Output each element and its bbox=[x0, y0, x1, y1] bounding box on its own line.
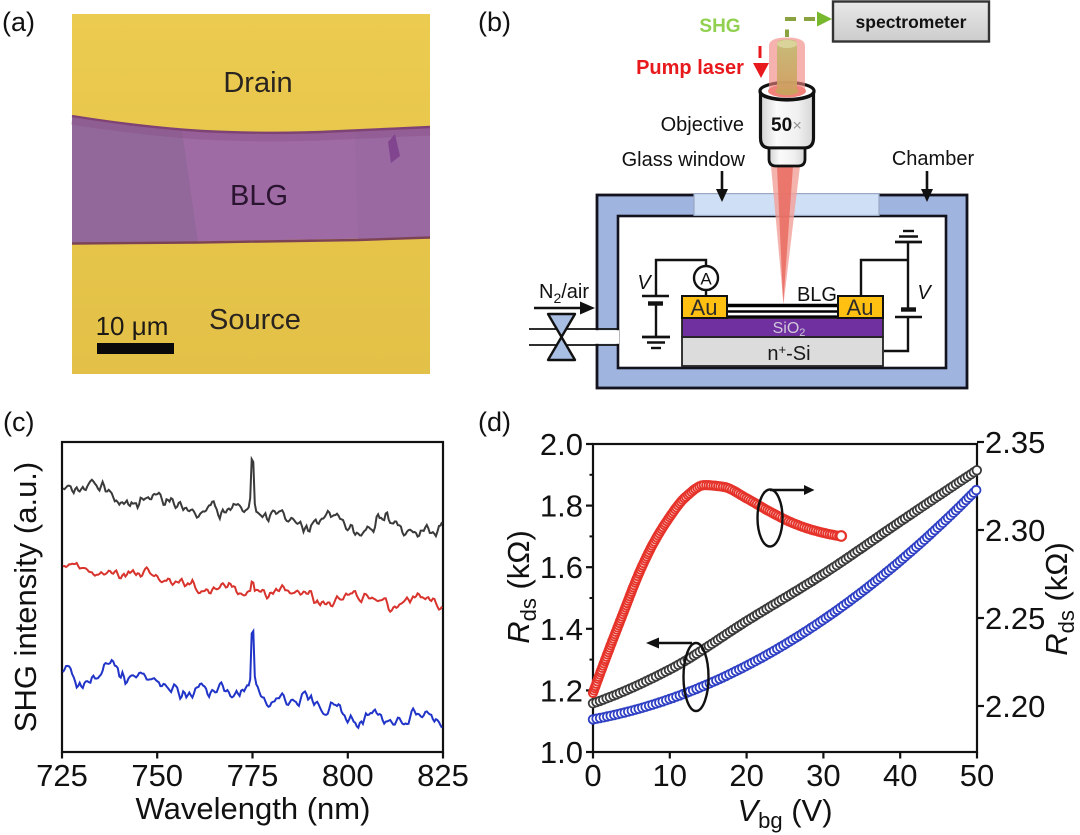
svg-text:(a): (a) bbox=[2, 7, 35, 37]
svg-text:2.20: 2.20 bbox=[985, 689, 1045, 724]
svg-text:Glass window: Glass window bbox=[622, 149, 746, 171]
svg-text:spectrometer: spectrometer bbox=[856, 12, 967, 32]
svg-text:Au: Au bbox=[691, 295, 718, 320]
svg-text:Wavelength (nm): Wavelength (nm) bbox=[136, 791, 371, 826]
svg-text:10: 10 bbox=[653, 758, 687, 793]
svg-text:(c): (c) bbox=[3, 407, 34, 437]
svg-text:2.0: 2.0 bbox=[540, 427, 583, 462]
svg-text:1.4: 1.4 bbox=[540, 612, 583, 647]
svg-text:V: V bbox=[637, 272, 652, 294]
svg-text:1.0: 1.0 bbox=[540, 735, 583, 770]
svg-text:50: 50 bbox=[960, 758, 994, 793]
svg-text:1.6: 1.6 bbox=[540, 550, 583, 585]
svg-text:10 μm: 10 μm bbox=[96, 311, 169, 341]
svg-text:(b): (b) bbox=[478, 7, 511, 37]
svg-text:SHG intensity (a.u.): SHG intensity (a.u.) bbox=[8, 462, 43, 732]
svg-text:0: 0 bbox=[584, 758, 601, 793]
svg-text:Chamber: Chamber bbox=[892, 148, 975, 170]
svg-text:1.2: 1.2 bbox=[540, 673, 583, 708]
svg-text:n+-Si: n+-Si bbox=[767, 342, 810, 365]
svg-text:2.30: 2.30 bbox=[985, 513, 1045, 548]
svg-text:N2/air: N2/air bbox=[539, 281, 589, 306]
svg-text:750: 750 bbox=[131, 758, 183, 793]
svg-text:1.8: 1.8 bbox=[540, 489, 583, 524]
svg-text:SiO2: SiO2 bbox=[773, 320, 806, 339]
svg-text:SHG: SHG bbox=[699, 16, 740, 37]
svg-text:Source: Source bbox=[209, 304, 301, 336]
svg-text:2.35: 2.35 bbox=[985, 425, 1045, 460]
svg-text:Au: Au bbox=[847, 295, 874, 320]
svg-text:(d): (d) bbox=[478, 407, 511, 437]
svg-text:Rds (kΩ): Rds (kΩ) bbox=[501, 530, 541, 644]
svg-text:A: A bbox=[700, 270, 712, 289]
svg-text:2.25: 2.25 bbox=[985, 601, 1045, 636]
svg-text:BLG: BLG bbox=[797, 284, 837, 306]
svg-text:Pump laser: Pump laser bbox=[636, 57, 744, 79]
svg-text:725: 725 bbox=[36, 758, 88, 793]
svg-text:30: 30 bbox=[806, 758, 840, 793]
svg-text:Rds (kΩ): Rds (kΩ) bbox=[1039, 542, 1079, 656]
svg-text:Vbg (V): Vbg (V) bbox=[737, 793, 832, 833]
svg-text:20: 20 bbox=[729, 758, 763, 793]
svg-text:40: 40 bbox=[883, 758, 917, 793]
svg-text:50: 50 bbox=[771, 115, 792, 136]
svg-text:Objective: Objective bbox=[661, 114, 744, 136]
svg-text:BLG: BLG bbox=[230, 180, 288, 212]
svg-text:Drain: Drain bbox=[223, 67, 292, 99]
svg-text:V: V bbox=[917, 282, 932, 304]
svg-text:775: 775 bbox=[227, 758, 279, 793]
svg-text:×: × bbox=[793, 118, 802, 135]
svg-text:800: 800 bbox=[322, 758, 374, 793]
svg-text:825: 825 bbox=[417, 758, 469, 793]
